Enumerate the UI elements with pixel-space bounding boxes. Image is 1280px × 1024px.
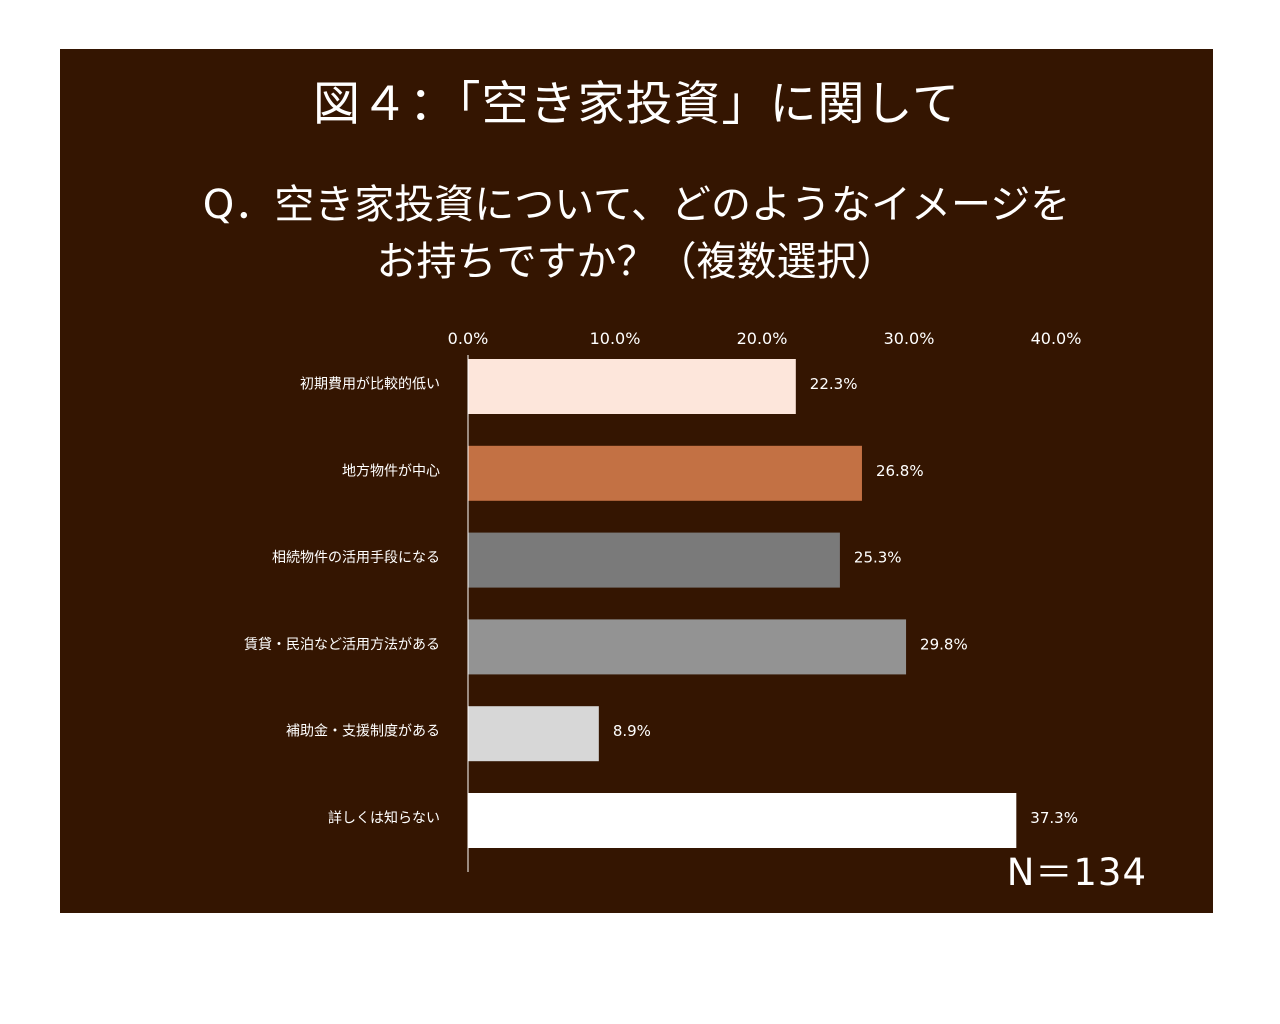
- x-tick-label: 40.0%: [1031, 329, 1082, 348]
- value-label: 29.8%: [920, 635, 968, 653]
- x-tick-label: 0.0%: [448, 329, 489, 348]
- category-label: 補助金・支援制度がある: [286, 724, 440, 740]
- bar: [468, 619, 907, 675]
- value-label: 22.3%: [810, 375, 858, 393]
- value-label: 26.8%: [876, 462, 924, 480]
- category-label: 相続物件の活用手段になる: [272, 549, 440, 566]
- value-label: 25.3%: [854, 549, 902, 567]
- question-text: Q．空き家投資について、どのようなイメージを お持ちですか？（複数選択）: [60, 177, 1213, 291]
- bar-chart: 0.0% 10.0% 20.0% 30.0% 40.0% 初期費用が比較的低い 22.3% 地…: [244, 329, 1082, 872]
- category-label: 賃貸・民泊など活用方法がある: [244, 637, 440, 653]
- x-tick-label: 30.0%: [884, 329, 935, 348]
- category-label: 地方物件が中心: [342, 463, 440, 479]
- value-label: 37.3%: [1030, 809, 1078, 827]
- x-tick-label: 10.0%: [590, 329, 641, 348]
- value-label: 8.9%: [613, 722, 651, 740]
- category-label: 詳しくは知らない: [328, 810, 440, 827]
- chart-title: 図４：「空き家投資」に関して: [312, 77, 961, 132]
- question-line-2: お持ちですか？（複数選択）: [376, 239, 897, 285]
- bar: [468, 706, 599, 762]
- bar: [468, 445, 862, 501]
- chart-panel: 図４：「空き家投資」に関して Q．空き家投資について、どのようなイメージを お持…: [60, 49, 1213, 913]
- sample-size-label: N＝134: [1006, 851, 1147, 894]
- bar: [468, 793, 1017, 848]
- bar: [468, 359, 796, 414]
- question-line-1: Q．空き家投資について、どのようなイメージを: [202, 182, 1071, 228]
- x-tick-label: 20.0%: [737, 329, 788, 348]
- bar: [468, 532, 840, 588]
- category-label: 初期費用が比較的低い: [300, 376, 440, 393]
